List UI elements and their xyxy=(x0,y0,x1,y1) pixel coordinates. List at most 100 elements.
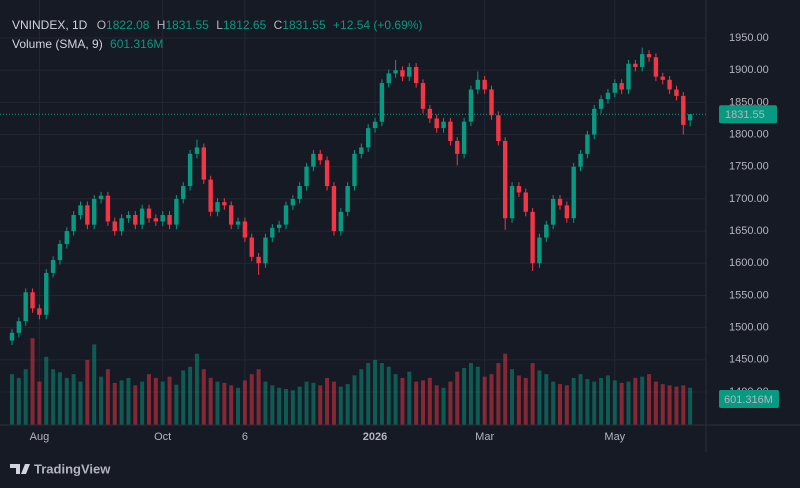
volume-bar xyxy=(537,370,542,425)
candle-body xyxy=(633,63,638,67)
volume-bar xyxy=(510,369,515,425)
x-tick-label: Oct xyxy=(154,431,171,443)
candle-body xyxy=(304,166,309,187)
volume-title: Volume (SMA, 9) xyxy=(12,37,103,51)
volume-bar xyxy=(201,369,206,425)
candle-body xyxy=(386,73,391,84)
volume-bar xyxy=(633,377,638,425)
candle-body xyxy=(126,215,131,219)
candle-body xyxy=(441,121,446,129)
l-label: L xyxy=(216,18,223,32)
candle-body xyxy=(338,211,343,232)
candle-body xyxy=(379,83,385,122)
volume-bar xyxy=(270,385,275,425)
x-tick-label: Aug xyxy=(30,431,50,443)
candle-body xyxy=(201,147,206,180)
candle-body xyxy=(297,186,302,199)
volume-bar xyxy=(373,359,378,425)
candle-body xyxy=(85,205,90,225)
volume-bar xyxy=(71,374,76,425)
volume-bar xyxy=(441,387,446,425)
volume-bar xyxy=(208,377,213,425)
volume-bar xyxy=(462,367,467,425)
volume-bar xyxy=(57,372,62,425)
candle-body xyxy=(455,140,460,154)
volume-bar xyxy=(263,381,268,425)
candle-body xyxy=(407,66,412,77)
logo-icon xyxy=(10,464,30,474)
volume-bar xyxy=(147,374,151,425)
candle-body xyxy=(16,321,22,333)
candle-body xyxy=(468,89,474,122)
volume-bar xyxy=(523,377,528,425)
candle-body xyxy=(167,215,172,225)
candle-body xyxy=(283,205,289,225)
volume-bar xyxy=(688,387,693,425)
volume-bar xyxy=(516,375,521,425)
volume-bar xyxy=(386,366,391,425)
candle-body xyxy=(30,292,35,309)
candle-body xyxy=(187,153,193,187)
candle-body xyxy=(619,83,624,90)
y-tick-label: 1900.00 xyxy=(729,64,769,76)
candle-body xyxy=(564,205,570,219)
candle-body xyxy=(119,218,124,232)
candle-body xyxy=(475,79,480,90)
candle-body xyxy=(229,205,234,225)
candle-body xyxy=(44,272,49,315)
candle-body xyxy=(324,160,330,187)
volume-legend: Volume (SMA, 9) 601.316M xyxy=(12,37,163,51)
candle-body xyxy=(92,198,97,225)
candle-body xyxy=(139,208,145,225)
candle-body xyxy=(626,63,631,90)
volume-bar xyxy=(64,377,69,425)
volume-value: 601.316M xyxy=(110,37,163,51)
volume-bar xyxy=(325,377,330,425)
candle-body xyxy=(400,70,405,77)
candle-body xyxy=(215,202,220,212)
volume-bar xyxy=(133,385,138,425)
volume-bar xyxy=(194,353,199,425)
logo-text: TradingView xyxy=(34,461,111,476)
y-tick-label: 1550.00 xyxy=(729,289,769,301)
candle-body xyxy=(352,153,357,187)
volume-bar xyxy=(318,385,323,425)
volume-bar xyxy=(414,381,419,425)
volume-bar xyxy=(126,377,131,425)
volume-bar xyxy=(304,381,309,425)
volume-bar xyxy=(674,386,679,425)
axes: 1400.001450.001500.001550.001600.001650.… xyxy=(0,32,779,443)
last-price-tag xyxy=(719,105,777,124)
volume-bar xyxy=(400,377,405,425)
volume-bar xyxy=(249,374,254,425)
volume-bar xyxy=(181,370,186,425)
volume-bar xyxy=(153,377,158,425)
volume-bar xyxy=(284,389,288,425)
volume-bar xyxy=(660,384,665,425)
x-tick-label: Mar xyxy=(475,431,494,443)
y-tick-label: 1450.00 xyxy=(729,354,769,366)
candle-body xyxy=(516,186,522,193)
volume-bar xyxy=(366,363,371,425)
volume-bar xyxy=(592,381,597,425)
candle-body xyxy=(270,227,275,238)
logo[interactable]: TradingView xyxy=(10,461,111,476)
candle-body xyxy=(537,237,542,264)
volume-bar xyxy=(160,381,165,425)
y-tick-label: 1700.00 xyxy=(729,193,769,205)
volume-bar xyxy=(585,379,590,425)
candle-body xyxy=(427,108,433,119)
volume-bar xyxy=(311,382,316,425)
x-tick-label: May xyxy=(604,431,625,443)
candle-body xyxy=(461,121,467,154)
candle-body xyxy=(585,134,590,154)
candle-body xyxy=(640,54,645,67)
y-tick-label: 1750.00 xyxy=(729,161,769,173)
volume-tag-label: 601.316M xyxy=(724,394,773,406)
volume-bar xyxy=(44,356,49,425)
o-value: 1822.08 xyxy=(106,18,150,32)
candle-body xyxy=(612,83,617,93)
c-value: 1831.55 xyxy=(282,18,326,32)
grid xyxy=(0,0,706,425)
